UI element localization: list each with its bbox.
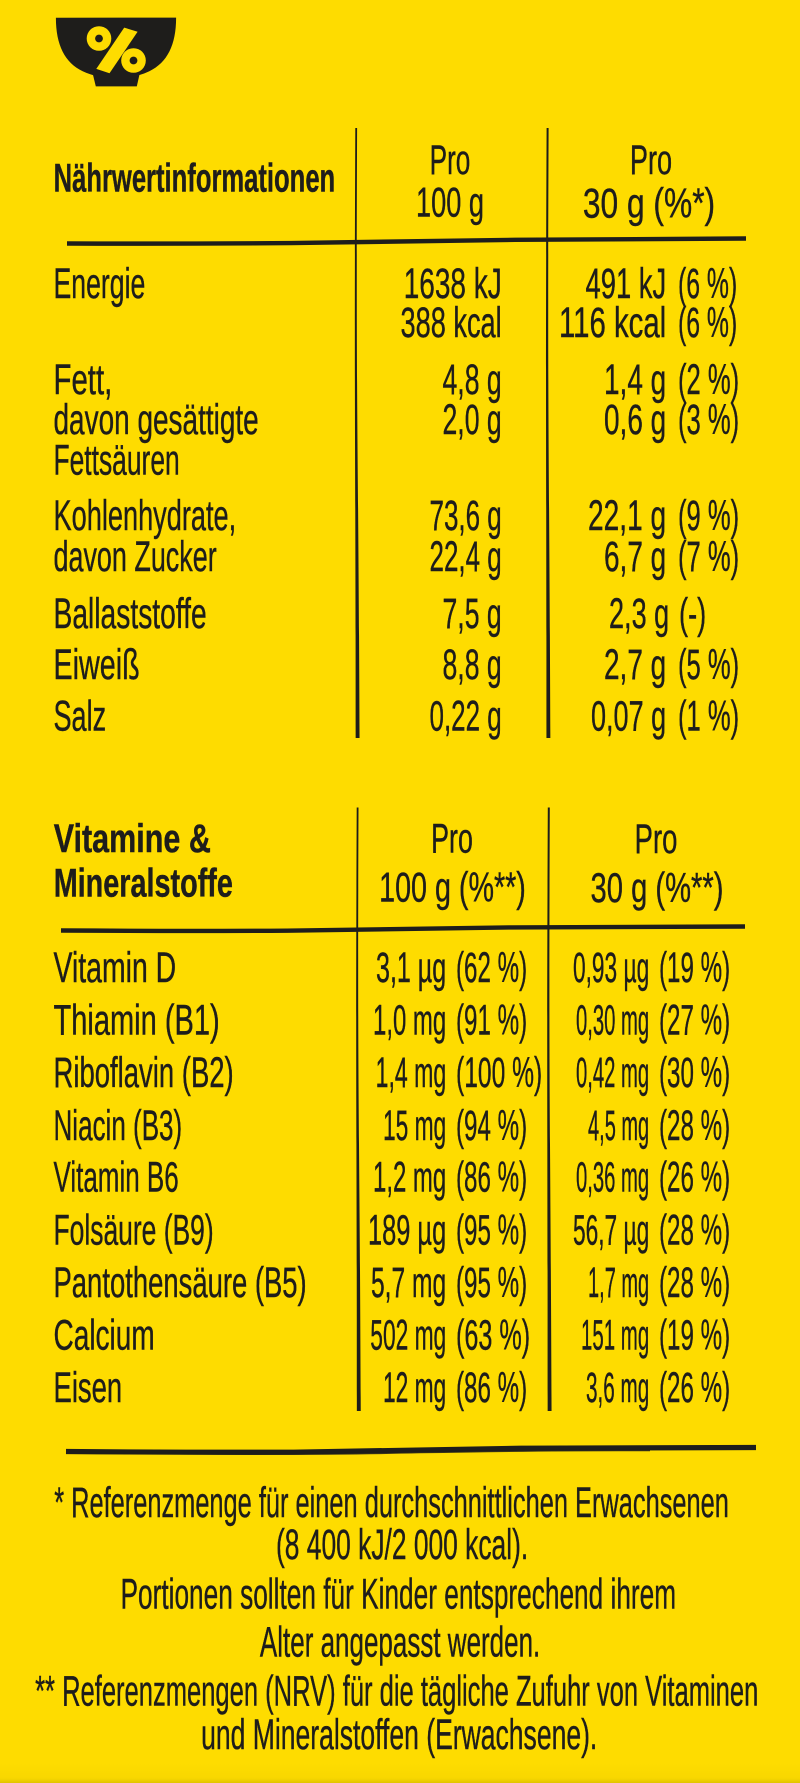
- svg-text:0,22 g: 0,22 g: [430, 693, 502, 741]
- svg-text:Folsäure (B9): Folsäure (B9): [54, 1207, 214, 1255]
- svg-text:Alter angepasst werden.: Alter angepasst werden.: [260, 1618, 540, 1666]
- svg-text:Pantothensäure (B5): Pantothensäure (B5): [54, 1259, 307, 1307]
- svg-text:6,7 g: 6,7 g: [604, 533, 666, 581]
- svg-text:0,93 µg: 0,93 µg: [573, 944, 649, 992]
- svg-text:(2 %): (2 %): [678, 356, 739, 404]
- svg-text:151 mg: 151 mg: [581, 1312, 649, 1360]
- svg-text:(6 %): (6 %): [678, 260, 737, 308]
- svg-text:Riboflavin (B2): Riboflavin (B2): [54, 1049, 234, 1097]
- svg-text:5,7 mg: 5,7 mg: [371, 1259, 446, 1307]
- svg-text:56,7 µg: 56,7 µg: [573, 1207, 649, 1255]
- svg-text:(19 %): (19 %): [659, 944, 730, 992]
- svg-text:Fett,: Fett,: [54, 356, 113, 404]
- svg-text:(19 %): (19 %): [659, 1312, 730, 1360]
- svg-text:1,7 mg: 1,7 mg: [588, 1259, 649, 1307]
- svg-text:22,4 g: 22,4 g: [430, 533, 502, 581]
- svg-text:30 g (%**): 30 g (%**): [591, 864, 724, 911]
- svg-text:116 kcal: 116 kcal: [559, 299, 666, 347]
- svg-text:(28 %): (28 %): [659, 1207, 730, 1255]
- svg-text:4,8 g: 4,8 g: [443, 356, 502, 404]
- svg-text:0,42 mg: 0,42 mg: [576, 1049, 649, 1097]
- svg-text:(9 %): (9 %): [678, 492, 739, 540]
- svg-text:0,6 g: 0,6 g: [604, 396, 666, 444]
- svg-text:Energie: Energie: [54, 260, 146, 308]
- svg-text:(-): (-): [679, 590, 706, 638]
- svg-text:(95 %): (95 %): [456, 1259, 527, 1307]
- svg-text:(1 %): (1 %): [678, 693, 739, 741]
- svg-text:Niacin (B3): Niacin (B3): [54, 1102, 183, 1150]
- svg-text:(86 %): (86 %): [456, 1364, 527, 1412]
- svg-text:(91 %): (91 %): [456, 997, 527, 1045]
- svg-text:1,0 mg: 1,0 mg: [373, 997, 446, 1045]
- svg-text:100 g: 100 g: [416, 179, 484, 226]
- svg-text:(95 %): (95 %): [456, 1207, 527, 1255]
- svg-text:12 mg: 12 mg: [383, 1364, 446, 1412]
- svg-text:(62 %): (62 %): [456, 944, 527, 992]
- svg-text:8,8 g: 8,8 g: [443, 641, 502, 689]
- svg-text:0,07 g: 0,07 g: [591, 693, 666, 741]
- svg-text:(5 %): (5 %): [678, 641, 739, 689]
- svg-text:(26 %): (26 %): [659, 1154, 730, 1202]
- svg-text:Vitamine &: Vitamine &: [54, 817, 211, 861]
- svg-text:2,7 g: 2,7 g: [604, 641, 666, 689]
- svg-text:189 µg: 189 µg: [368, 1207, 446, 1255]
- svg-text:22,1 g: 22,1 g: [588, 492, 666, 540]
- svg-text:Fettsäuren: Fettsäuren: [54, 437, 180, 485]
- svg-text:(28 %): (28 %): [659, 1102, 730, 1150]
- svg-text:Eisen: Eisen: [54, 1364, 123, 1412]
- svg-text:3,1 µg: 3,1 µg: [376, 944, 446, 992]
- svg-text:Pro: Pro: [430, 136, 471, 183]
- svg-text:7,5 g: 7,5 g: [443, 590, 502, 638]
- svg-text:(26 %): (26 %): [659, 1364, 730, 1412]
- svg-text:Vitamin B6: Vitamin B6: [54, 1154, 179, 1202]
- svg-text:* Referenzmenge für einen durc: * Referenzmenge für einen durchschnittli…: [54, 1479, 729, 1527]
- svg-text:(28 %): (28 %): [659, 1259, 730, 1307]
- svg-text:(27 %): (27 %): [659, 997, 730, 1045]
- svg-text:73,6 g: 73,6 g: [430, 492, 502, 540]
- svg-text:(94 %): (94 %): [456, 1102, 527, 1150]
- svg-text:1,4 mg: 1,4 mg: [376, 1049, 447, 1097]
- svg-text:1638 kJ: 1638 kJ: [404, 260, 502, 308]
- svg-text:30 g (%*): 30 g (%*): [583, 180, 715, 227]
- svg-text:3,6 mg: 3,6 mg: [586, 1364, 649, 1412]
- svg-text:100 g (%**): 100 g (%**): [379, 864, 526, 911]
- svg-text:(3 %): (3 %): [678, 396, 739, 444]
- svg-text:Pro: Pro: [630, 136, 672, 183]
- svg-text:2,0 g: 2,0 g: [443, 396, 502, 444]
- svg-text:Kohlenhydrate,: Kohlenhydrate,: [54, 492, 237, 540]
- svg-text:Pro: Pro: [635, 815, 678, 862]
- svg-text:Portionen sollten für Kinder e: Portionen sollten für Kinder entsprechen…: [121, 1571, 677, 1619]
- svg-text:502 mg: 502 mg: [370, 1312, 446, 1360]
- svg-text:491 kJ: 491 kJ: [586, 260, 667, 308]
- svg-text:Eiweiß: Eiweiß: [54, 641, 140, 689]
- svg-text:(8 400 kJ/2 000 kcal).: (8 400 kJ/2 000 kcal).: [276, 1521, 528, 1569]
- svg-text:Ballaststoffe: Ballaststoffe: [54, 590, 207, 638]
- svg-text:(30 %): (30 %): [659, 1049, 730, 1097]
- svg-text:1,4 g: 1,4 g: [604, 356, 666, 404]
- svg-text:davon gesättigte: davon gesättigte: [54, 396, 259, 444]
- svg-text:Pro: Pro: [431, 815, 473, 862]
- svg-text:(7 %): (7 %): [678, 533, 739, 581]
- svg-text:davon Zucker: davon Zucker: [54, 533, 217, 581]
- svg-text:0,36 mg: 0,36 mg: [576, 1154, 649, 1202]
- svg-text:15 mg: 15 mg: [383, 1102, 446, 1150]
- svg-text:(86 %): (86 %): [456, 1154, 527, 1202]
- svg-text:4,5 mg: 4,5 mg: [588, 1102, 649, 1150]
- svg-text:Nährwertinformationen: Nährwertinformationen: [54, 157, 336, 201]
- svg-text:Vitamin D: Vitamin D: [54, 944, 177, 992]
- svg-text:und Mineralstoffen (Erwachsene: und Mineralstoffen (Erwachsene).: [201, 1711, 597, 1759]
- svg-text:388 kcal: 388 kcal: [401, 299, 502, 347]
- svg-text:0,30 mg: 0,30 mg: [576, 997, 649, 1045]
- svg-text:Mineralstoffe: Mineralstoffe: [54, 862, 233, 906]
- svg-text:(100 %): (100 %): [456, 1049, 542, 1097]
- svg-text:Calcium: Calcium: [54, 1312, 155, 1360]
- svg-text:(63 %): (63 %): [456, 1312, 530, 1360]
- svg-text:Thiamin (B1): Thiamin (B1): [54, 997, 220, 1045]
- svg-text:(6 %): (6 %): [678, 299, 737, 347]
- svg-text:2,3 g: 2,3 g: [609, 590, 669, 638]
- svg-text:1,2 mg: 1,2 mg: [373, 1154, 446, 1202]
- svg-text:** Referenzmengen (NRV) für di: ** Referenzmengen (NRV) für die tägliche…: [35, 1667, 758, 1715]
- svg-text:Salz: Salz: [54, 693, 107, 741]
